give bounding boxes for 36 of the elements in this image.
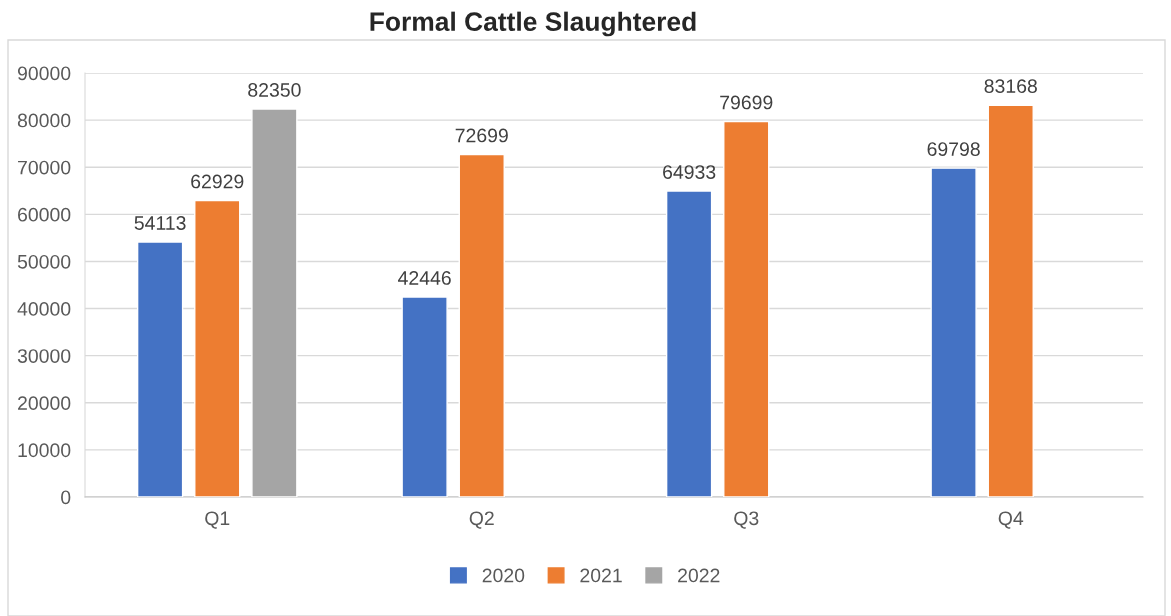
bar — [251, 108, 298, 497]
x-tick-label: Q2 — [469, 511, 494, 529]
x-tick-label: Q1 — [205, 511, 230, 529]
y-tick-label: 70000 — [18, 160, 71, 175]
data-label: 82350 — [248, 83, 301, 97]
data-label: 83168 — [984, 79, 1037, 94]
legend-label: 2020 — [482, 568, 525, 583]
y-tick-label: 90000 — [17, 66, 71, 81]
y-tick-label: 50000 — [17, 254, 71, 269]
y-tick-label: 10000 — [18, 443, 71, 458]
y-tick-label: 20000 — [18, 396, 71, 411]
y-tick-label: 40000 — [17, 302, 71, 316]
legend-label: 2021 — [580, 568, 622, 583]
x-tick-label: Q4 — [998, 511, 1024, 529]
bar — [665, 190, 713, 497]
data-label: 42446 — [398, 271, 451, 285]
y-tick-label: 30000 — [17, 349, 71, 363]
data-label: 79699 — [720, 95, 773, 110]
data-label: 64933 — [663, 165, 716, 179]
bar — [136, 241, 184, 497]
data-label: 72699 — [455, 128, 508, 143]
data-label: 62929 — [191, 174, 244, 189]
bar — [401, 296, 448, 497]
bar — [987, 104, 1034, 497]
bar — [723, 120, 770, 497]
bar — [194, 199, 241, 497]
data-label: 69798 — [927, 142, 980, 156]
y-tick-label: 80000 — [17, 113, 71, 128]
bar — [930, 167, 977, 497]
data-label: 54113 — [134, 216, 186, 230]
legend-label: 2022 — [678, 568, 720, 583]
x-tick-label: Q3 — [734, 511, 759, 529]
y-tick-label: 60000 — [18, 207, 71, 222]
chart-title: Formal Cattle Slaughtered — [370, 11, 696, 37]
bar — [458, 153, 505, 497]
y-tick-label: 0 — [61, 490, 71, 505]
